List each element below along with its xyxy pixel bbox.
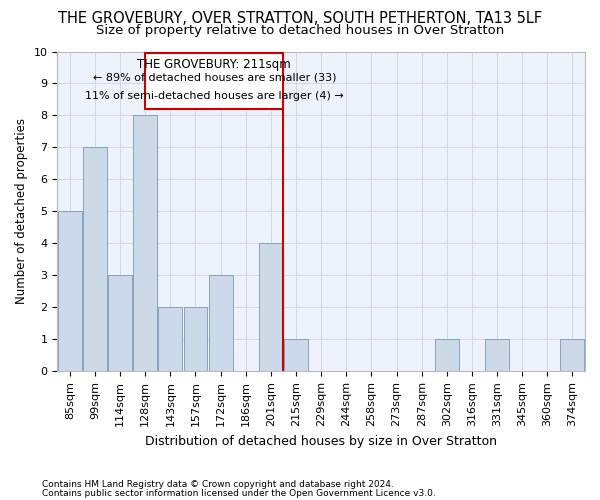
FancyBboxPatch shape (145, 53, 283, 109)
Bar (485, 340, 509, 372)
Text: Size of property relative to detached houses in Over Stratton: Size of property relative to detached ho… (96, 24, 504, 37)
Bar (83, 148, 107, 372)
Text: THE GROVEBURY: 211sqm: THE GROVEBURY: 211sqm (137, 58, 291, 71)
Bar (560, 340, 584, 372)
Y-axis label: Number of detached properties: Number of detached properties (15, 118, 28, 304)
Bar (58, 212, 82, 372)
Text: Contains HM Land Registry data © Crown copyright and database right 2024.: Contains HM Land Registry data © Crown c… (42, 480, 394, 489)
Text: ← 89% of detached houses are smaller (33): ← 89% of detached houses are smaller (33… (92, 72, 336, 83)
Bar (184, 308, 208, 372)
Bar (259, 244, 283, 372)
Text: THE GROVEBURY, OVER STRATTON, SOUTH PETHERTON, TA13 5LF: THE GROVEBURY, OVER STRATTON, SOUTH PETH… (58, 11, 542, 26)
Bar (209, 276, 233, 372)
X-axis label: Distribution of detached houses by size in Over Stratton: Distribution of detached houses by size … (145, 434, 497, 448)
Bar (284, 340, 308, 372)
Bar (158, 308, 182, 372)
Bar (133, 116, 157, 372)
Bar (435, 340, 459, 372)
Text: Contains public sector information licensed under the Open Government Licence v3: Contains public sector information licen… (42, 488, 436, 498)
Bar (108, 276, 132, 372)
Text: 11% of semi-detached houses are larger (4) →: 11% of semi-detached houses are larger (… (85, 90, 344, 101)
